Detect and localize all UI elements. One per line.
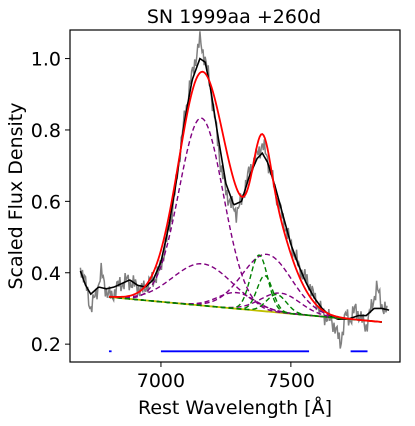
gaussian-component-6 — [108, 254, 382, 323]
observed-spectrum-line — [79, 31, 388, 349]
gaussian-component-1 — [108, 117, 382, 323]
gaussian-component-8 — [108, 293, 382, 323]
plot-frame — [69, 29, 401, 363]
axes: 7000 7500 0.2 0.4 0.6 0.8 1.0 — [31, 49, 315, 392]
chart-title: SN 1999aa +260d — [147, 6, 321, 28]
x-tick-label: 7500 — [267, 370, 315, 392]
total-fit-line — [108, 70, 382, 323]
gaussian-component-7 — [108, 274, 382, 323]
x-axis-label: Rest Wavelength [Å] — [138, 396, 332, 419]
smoothed-spectrum-line — [79, 57, 390, 320]
y-tick-label: 0.2 — [31, 334, 61, 356]
y-tick-label: 0.6 — [31, 191, 61, 213]
y-tick-label: 0.4 — [31, 263, 61, 285]
plot-area — [79, 31, 390, 353]
y-tick-label: 0.8 — [31, 120, 61, 142]
y-tick-label: 1.0 — [31, 49, 61, 71]
y-axis-label: Scaled Flux Density — [5, 103, 27, 290]
x-tick-label: 7000 — [137, 370, 185, 392]
